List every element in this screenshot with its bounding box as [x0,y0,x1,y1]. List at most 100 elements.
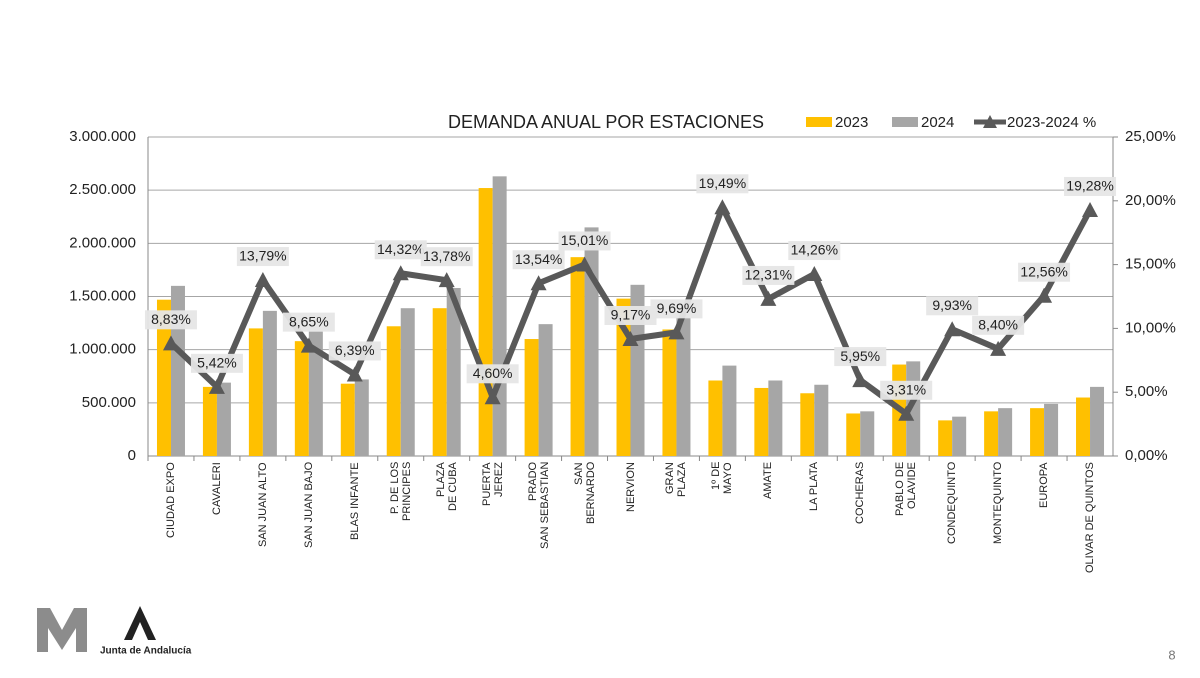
page-number: 8 [1168,647,1175,662]
x-tick-label: CAVALERI [210,462,223,515]
data-label: 12,31% [742,265,795,285]
logo-m [37,608,87,652]
data-label-text: 9,17% [611,307,651,323]
marker [254,272,271,288]
data-label-bg [1064,176,1117,196]
bar [676,317,691,456]
legend-swatch [806,117,832,127]
data-label-bg [834,347,887,367]
x-tick-label: OLIVAR DE QUINTOS [1084,462,1097,573]
y2-tick-label: 25,00% [1125,128,1176,145]
data-label-text: 5,95% [840,348,880,364]
bar [524,339,539,456]
x-tick-label: PRADO SAN SEBASTIAN [526,462,551,550]
data-label-text: 13,78% [423,248,470,264]
y-tick-label: 2.500.000 [69,181,136,198]
x-tick-label: SAN JUAN BAJO [302,462,315,549]
data-label-text: 3,31% [886,381,926,397]
bar [998,408,1013,456]
bar [952,416,967,456]
data-label: 6,39% [328,341,381,361]
x-tick-label: MONTEQUINTO [992,462,1005,545]
data-label-bg [1018,262,1071,282]
bar [708,380,723,456]
y-tick-label: 1.500.000 [69,287,136,304]
data-label-text: 14,26% [791,242,838,258]
y-tick-label: 500.000 [82,394,136,411]
marker [806,266,823,282]
data-label-bg [926,296,979,316]
bar [800,393,815,456]
marker [1036,287,1053,303]
y2-tick-label: 20,00% [1125,192,1176,209]
y-tick-label: 2.000.000 [69,234,136,251]
marker [852,372,869,388]
data-label: 14,26% [788,241,841,261]
data-label: 19,28% [1064,176,1117,196]
legend-swatch [983,115,997,128]
bar [570,257,585,456]
marker [668,324,685,340]
bar [860,411,875,456]
data-label: 5,95% [834,347,887,367]
data-label: 12,56% [1018,262,1071,282]
data-label-text: 14,32% [377,241,424,257]
data-label-bg [420,247,473,267]
y-tick-label: 0 [128,447,136,464]
marker [760,290,777,306]
data-label-text: 19,49% [699,175,746,191]
data-label-text: 12,31% [745,267,792,283]
data-label-text: 6,39% [335,342,375,358]
data-label-bg [328,341,381,361]
bar [1076,397,1091,456]
bar [262,310,277,456]
data-label: 9,93% [926,296,979,316]
data-label-bg [374,240,427,260]
data-label: 14,32% [374,240,427,260]
data-label-text: 5,42% [197,355,237,371]
marker [898,405,915,421]
bar [156,299,171,456]
data-label-text: 4,60% [473,365,513,381]
data-label-bg [880,380,933,400]
bar [1090,386,1105,456]
data-label-text: 12,56% [1020,263,1067,279]
data-label: 19,49% [696,174,749,194]
marker [576,256,593,272]
x-tick-label: 1º DE MAYO [710,462,735,494]
data-label: 5,42% [190,353,243,373]
data-label: 13,79% [236,247,289,267]
x-tick-label: SAN JUAN ALTO [256,462,269,547]
data-label-text: 8,40% [978,317,1018,333]
data-label-bg [742,265,795,285]
bar [1044,403,1059,456]
data-label-text: 13,54% [515,251,562,267]
bar [340,383,355,456]
x-tick-label: COCHERAS [854,462,867,525]
data-label: 9,69% [650,299,703,319]
data-label-text: 15,01% [561,232,608,248]
data-label-text: 9,93% [932,297,972,313]
y2-tick-label: 0,00% [1125,447,1168,464]
bar [768,380,783,456]
logo-text: Junta de Andalucía [100,646,192,657]
data-label-text: 9,69% [657,300,697,316]
data-label-bg [650,299,703,319]
data-label-bg [236,247,289,267]
bar [984,411,999,456]
bar [432,308,447,456]
marker [300,337,317,353]
y-tick-label: 1.000.000 [69,341,136,358]
data-label-bg [466,364,519,384]
bar [308,331,323,456]
marker [1082,201,1099,217]
data-label: 9,17% [604,305,657,325]
data-label-bg [696,174,749,194]
data-label-bg [190,353,243,373]
bar [814,384,829,456]
y2-tick-label: 10,00% [1125,319,1176,336]
data-label-text: 8,65% [289,313,329,329]
data-label: 8,83% [144,310,197,330]
bar [354,379,369,456]
bar [1030,408,1045,456]
